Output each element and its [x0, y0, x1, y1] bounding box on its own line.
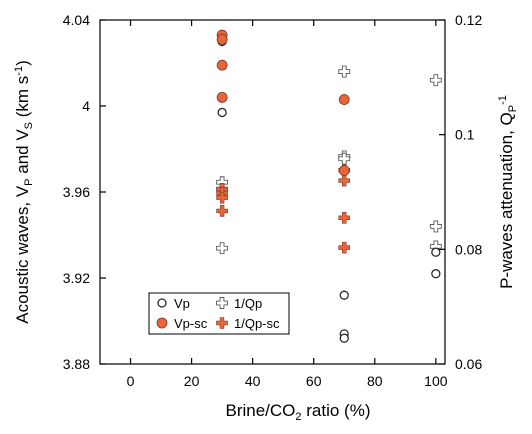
legend-plus-shape [216, 297, 228, 309]
point-vp-sc [338, 165, 350, 176]
point-1-qp [429, 74, 442, 87]
legend-label-1-qp: 1/Qp [234, 296, 262, 311]
point-vp [339, 333, 349, 343]
point-1-qp-sc [338, 174, 351, 187]
legend-marker-1-qp-sc [216, 317, 228, 329]
y-left-tick-label: 4 [82, 98, 90, 114]
point-vp-sc [216, 33, 228, 45]
ticks-layer: 0 20 40 60 80 100 3.88 3.92 3.96 4 4.04 0.06 0.08 0.1… [63, 12, 483, 389]
x-tick-label: 40 [245, 373, 261, 389]
point-1-qp [216, 242, 229, 255]
y-left-tick-label: 3.92 [63, 270, 90, 286]
y-axis-title-right: P-waves attenuation, QP-1 [497, 95, 519, 289]
legend-label-1-qp-sc: 1/Qp-sc [234, 316, 280, 331]
x-tick-label: 60 [306, 373, 322, 389]
y-left-tick-label: 3.96 [63, 184, 90, 200]
y-axis-title-left: Acoustic waves, VP and VS (km s-1) [13, 60, 35, 324]
point-vp [431, 269, 441, 279]
point-vp [431, 247, 441, 257]
x-tick-label: 100 [424, 373, 448, 389]
y-right-tick-label: 0.08 [455, 241, 482, 257]
point-1-qp-sc [338, 212, 351, 224]
point-1-qp-sc [338, 241, 351, 254]
point-vp [217, 107, 227, 118]
legend-marker-1-qp [216, 297, 228, 309]
x-tick-label: 80 [367, 373, 383, 389]
y-left-tick-label: 4.04 [63, 12, 90, 28]
y-right-tick-label: 0.1 [455, 127, 475, 143]
y-right-tick-label: 0.06 [455, 356, 482, 372]
x-tick-label: 20 [184, 373, 200, 389]
points-layer [216, 29, 442, 343]
point-1-qp-sc [216, 205, 228, 217]
legend-marker-vp-sc [156, 317, 168, 329]
legend-label-vp-sc: Vp-sc [174, 316, 208, 331]
y-left-tick-label: 3.88 [63, 356, 90, 372]
point-1-qp-sc [216, 191, 228, 204]
y-right-tick-label: 0.12 [455, 12, 482, 28]
legend-label-vp: Vp [174, 296, 190, 311]
point-vp-sc [216, 59, 228, 71]
point-1-qp [338, 65, 351, 78]
x-axis-title: Brine/CO2 ratio (%) [225, 401, 370, 423]
x-tick-label: 0 [127, 373, 135, 389]
point-vp [339, 290, 349, 300]
legend-box [148, 292, 290, 335]
legend-plus-shape [216, 317, 228, 329]
point-1-qp [429, 220, 442, 233]
legend: Vp Vp-sc 1/Qp 1/Qp-sc [148, 292, 290, 335]
legend-marker-vp [157, 298, 167, 308]
point-vp-sc [216, 92, 228, 103]
point-vp-sc [338, 94, 350, 105]
point-1-qp [338, 152, 351, 165]
